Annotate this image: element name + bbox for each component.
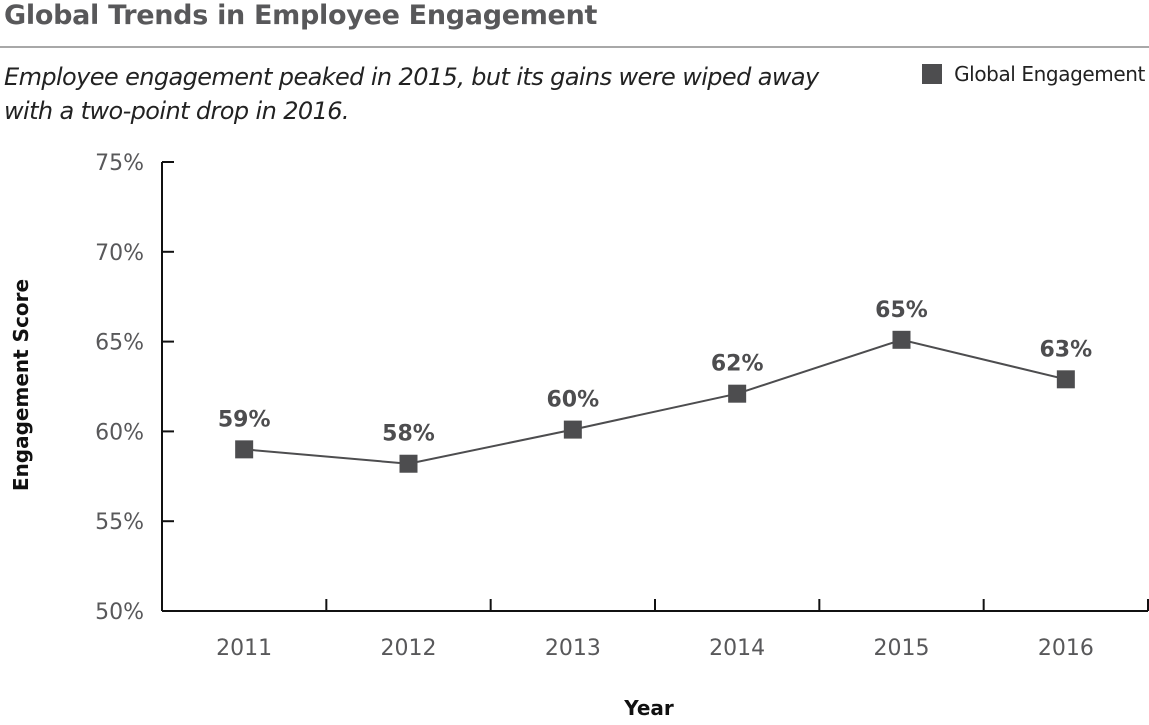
data-point-marker: [1056, 370, 1075, 389]
legend-square-marker-icon: [922, 64, 943, 84]
y-tick-label: 50%: [95, 600, 144, 625]
data-label: 58%: [382, 422, 435, 447]
chart-subtitle: Employee engagement peaked in 2015, but …: [4, 63, 819, 125]
x-axis-title: Year: [623, 696, 674, 720]
x-tick-label: 2012: [381, 636, 437, 661]
legend: Global Engagement: [922, 62, 1145, 86]
data-label: 59%: [218, 407, 271, 432]
legend-label: Global Engagement: [954, 62, 1145, 86]
data-point-marker: [892, 330, 911, 349]
y-tick-label: 65%: [95, 331, 144, 356]
data-label: 63%: [1039, 337, 1092, 362]
x-tick-label: 2014: [709, 636, 765, 661]
x-tick-label: 2016: [1038, 636, 1094, 661]
data-point-marker: [235, 440, 254, 459]
x-tick-label: 2013: [545, 636, 601, 661]
title-divider: [0, 46, 1149, 48]
data-label: 65%: [875, 298, 928, 323]
data-point-marker: [728, 384, 747, 403]
data-label: 62%: [711, 352, 764, 377]
data-label: 60%: [546, 388, 599, 413]
y-tick-label: 70%: [95, 241, 144, 266]
y-tick-label: 55%: [95, 510, 144, 535]
series-line: [244, 338, 1067, 465]
y-tick-label: 75%: [95, 151, 144, 176]
data-point-marker: [563, 420, 582, 439]
data-point-marker: [399, 454, 418, 473]
y-tick-label: 60%: [95, 420, 144, 445]
y-axis-title: Engagement Score: [9, 279, 33, 491]
x-tick-label: 2011: [216, 636, 272, 661]
chart-title: Global Trends in Employee Engagement: [4, 0, 598, 31]
x-tick-label: 2015: [874, 636, 930, 661]
